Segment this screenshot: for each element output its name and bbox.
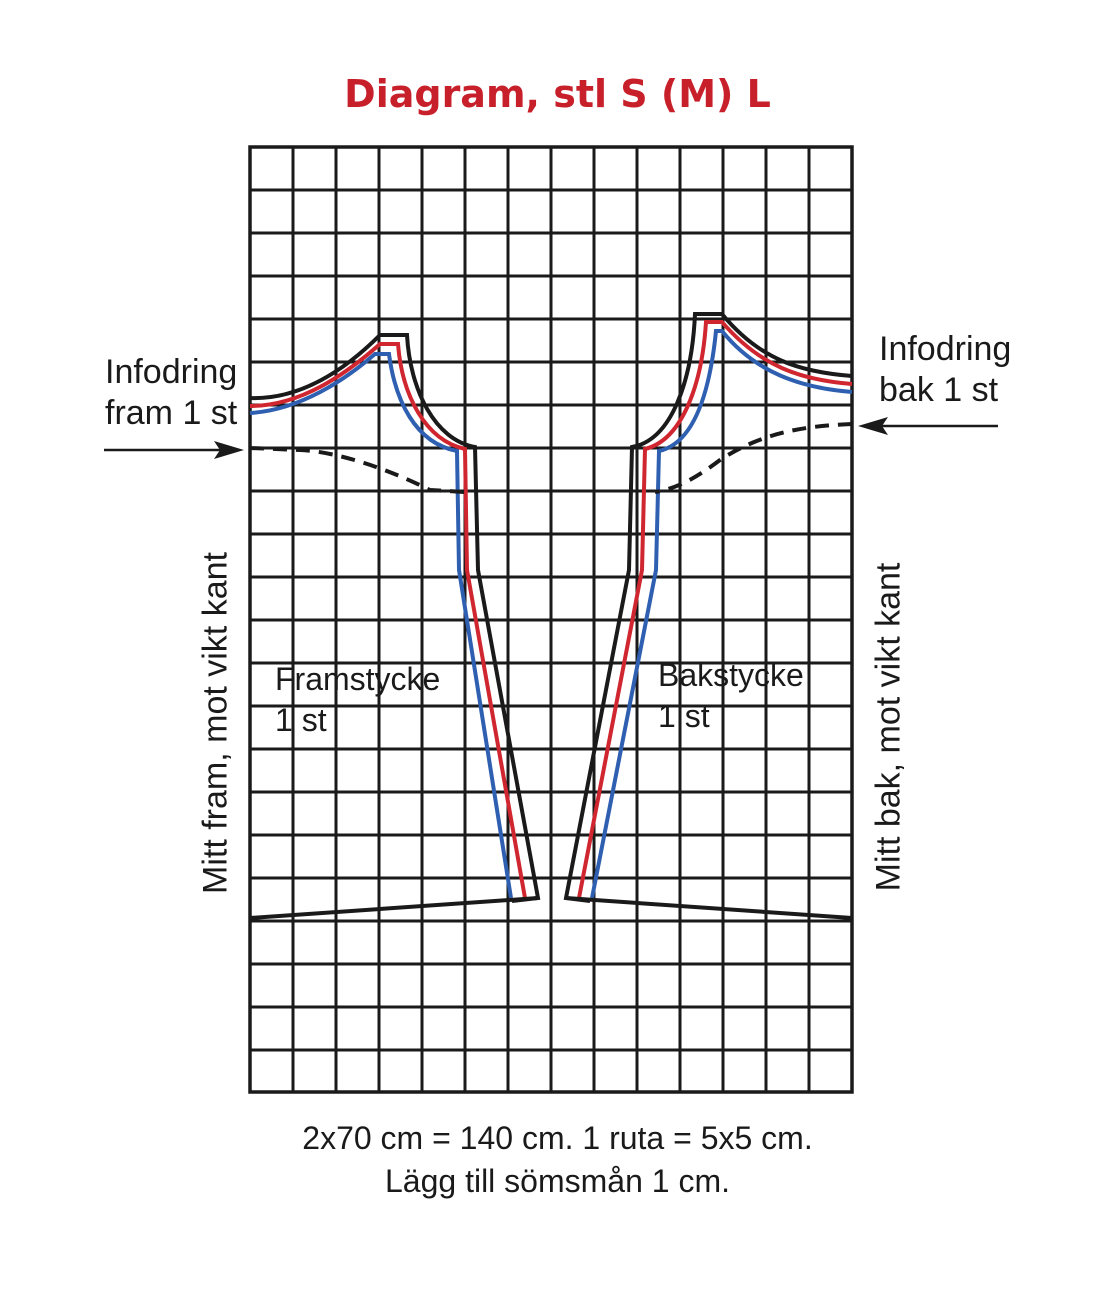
back-hem [565, 896, 853, 920]
front-lining-cutline [249, 446, 466, 494]
front-piece-label: Framstycke 1 st [275, 659, 440, 741]
front-fold-label: Mitt fram, mot vikt kant [196, 552, 235, 894]
front-hem [249, 896, 539, 920]
back-lining-label: Infodring bak 1 st [879, 329, 1011, 411]
diagram-title: Diagram, stl S (M) L [344, 72, 771, 116]
back-piece-label-line2: 1 st [658, 698, 710, 734]
footer-line-1: 2x70 cm = 140 cm. 1 ruta = 5x5 cm. [302, 1120, 813, 1156]
back-piece [563, 312, 853, 920]
front-piece-label-line2: 1 st [275, 702, 327, 738]
grid-border [248, 145, 854, 1094]
back-fold-label: Mitt bak, mot vikt kant [869, 562, 908, 892]
front-outline-m [249, 342, 527, 899]
back-outline-s [590, 329, 853, 899]
back-piece-label-line1: Bakstycke [658, 657, 804, 693]
arrow-left-icon [858, 417, 998, 435]
front-lining-label-line2: fram 1 st [105, 394, 238, 432]
front-piece-label-line1: Framstycke [275, 661, 441, 697]
front-outline-s [249, 352, 513, 899]
footer-line-2: Lägg till sömsmån 1 cm. [384, 1163, 730, 1199]
front-piece [249, 333, 541, 920]
back-outline-l [563, 312, 853, 903]
back-lining-label-line2: bak 1 st [879, 371, 999, 409]
front-lining-label: Infodring fram 1 st [105, 352, 237, 434]
grid [250, 147, 852, 1092]
front-lining-label-line1: Infodring [105, 353, 238, 391]
back-lining-label-line1: Infodring [879, 330, 1012, 368]
back-piece-label: Bakstycke 1 st [658, 655, 804, 737]
back-lining-cutline [654, 422, 853, 494]
back-outline-m [577, 320, 853, 899]
arrow-right-icon [104, 441, 244, 459]
front-outline-l [249, 333, 541, 903]
